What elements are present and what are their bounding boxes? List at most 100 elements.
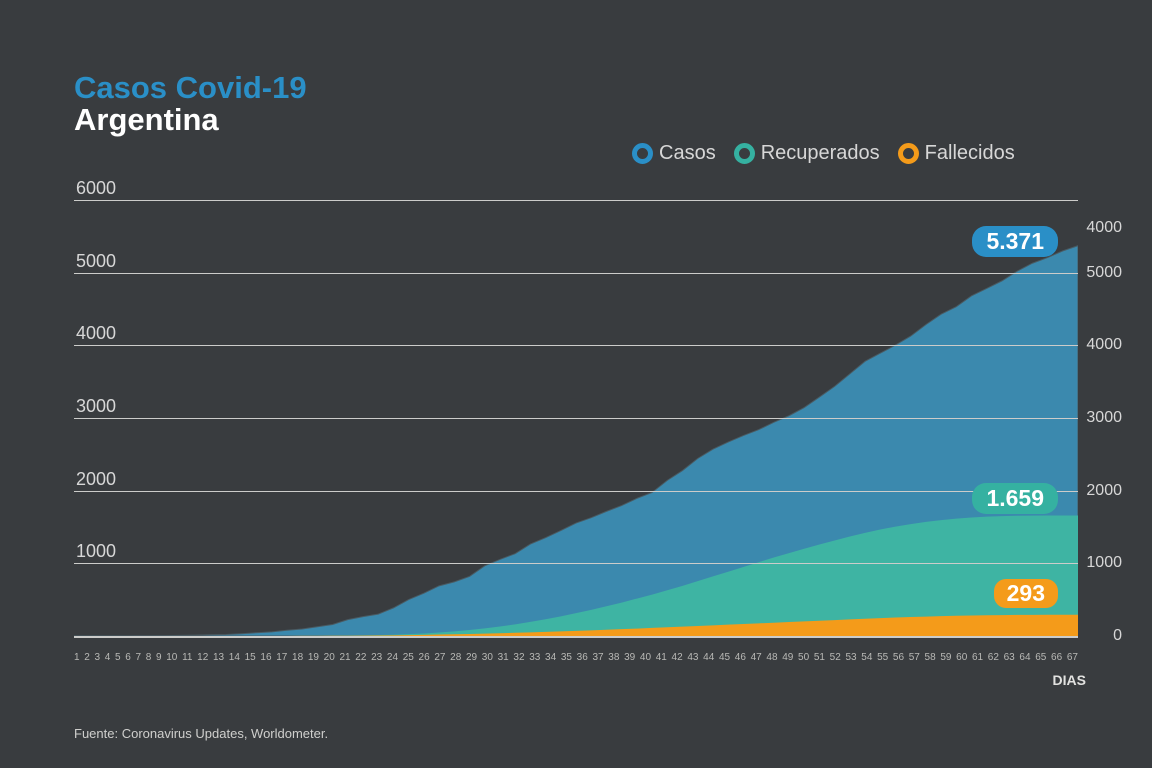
x-tick-label: 3	[95, 652, 101, 663]
x-tick-label: 64	[1019, 652, 1030, 663]
y-axis-left-label: 6000	[76, 178, 116, 199]
x-tick-label: 32	[513, 652, 524, 663]
x-tick-label: 65	[1035, 652, 1046, 663]
x-tick-label: 54	[861, 652, 872, 663]
x-tick-label: 60	[956, 652, 967, 663]
x-tick-label: 53	[845, 652, 856, 663]
x-tick-label: 62	[988, 652, 999, 663]
legend-ring-icon	[898, 143, 919, 164]
legend-ring-icon	[734, 143, 755, 164]
y-axis-right-label: 4000	[1086, 336, 1122, 354]
value-badge-casos: 5.371	[972, 226, 1058, 257]
x-tick-label: 39	[624, 652, 635, 663]
source-attribution: Fuente: Coronavirus Updates, Worldometer…	[74, 726, 328, 741]
x-tick-label: 49	[782, 652, 793, 663]
x-tick-label: 12	[197, 652, 208, 663]
baseline	[74, 636, 1078, 638]
x-tick-label: 7	[136, 652, 142, 663]
x-tick-label: 1	[74, 652, 80, 663]
x-tick-label: 6	[125, 652, 131, 663]
grid-line	[74, 491, 1078, 492]
y-axis-left-label: 2000	[76, 469, 116, 490]
x-tick-label: 51	[814, 652, 825, 663]
x-tick-label: 10	[166, 652, 177, 663]
x-tick-label: 47	[751, 652, 762, 663]
x-tick-label: 18	[292, 652, 303, 663]
x-tick-label: 14	[229, 652, 240, 663]
x-tick-label: 22	[355, 652, 366, 663]
x-tick-label: 63	[1004, 652, 1015, 663]
x-tick-label: 5	[115, 652, 121, 663]
y-axis-right-label: 5000	[1086, 264, 1122, 282]
grid-line	[74, 345, 1078, 346]
x-tick-label: 44	[703, 652, 714, 663]
x-tick-label: 9	[156, 652, 162, 663]
legend-ring-icon	[632, 143, 653, 164]
x-tick-label: 31	[498, 652, 509, 663]
y-axis-right-label: 3000	[1086, 409, 1122, 427]
x-tick-label: 24	[387, 652, 398, 663]
x-tick-label: 50	[798, 652, 809, 663]
x-axis-labels: 1234567891011121314151617181920212223242…	[74, 652, 1078, 663]
x-tick-label: 34	[545, 652, 556, 663]
legend-item: Recuperados	[734, 142, 880, 165]
x-tick-label: 30	[482, 652, 493, 663]
x-tick-label: 57	[909, 652, 920, 663]
x-tick-label: 36	[577, 652, 588, 663]
title-line-1: Casos Covid-19	[74, 70, 307, 106]
x-tick-label: 35	[561, 652, 572, 663]
x-tick-label: 23	[371, 652, 382, 663]
legend: Casos Recuperados Fallecidos	[632, 142, 1015, 165]
x-tick-label: 46	[735, 652, 746, 663]
legend-label: Fallecidos	[925, 142, 1015, 165]
legend-label: Casos	[659, 142, 716, 165]
chart-title: Casos Covid-19 Argentina	[74, 70, 307, 138]
x-tick-label: 27	[434, 652, 445, 663]
x-tick-label: 28	[450, 652, 461, 663]
legend-label: Recuperados	[761, 142, 880, 165]
x-tick-label: 16	[260, 652, 271, 663]
legend-item: Fallecidos	[898, 142, 1015, 165]
x-tick-label: 59	[940, 652, 951, 663]
grid-line	[74, 418, 1078, 419]
y-axis-right-label: 2000	[1086, 482, 1122, 500]
x-tick-label: 13	[213, 652, 224, 663]
y-axis-right-label: 0	[1113, 627, 1122, 645]
x-tick-label: 21	[339, 652, 350, 663]
x-tick-label: 11	[182, 652, 192, 663]
y-axis-left-label: 4000	[76, 323, 116, 344]
x-tick-label: 15	[245, 652, 256, 663]
y-axis-left-label: 5000	[76, 251, 116, 272]
y-axis-right-label: 1000	[1086, 554, 1122, 572]
x-tick-label: 52	[830, 652, 841, 663]
grid-line	[74, 200, 1078, 201]
x-axis-title: DIAS	[1053, 672, 1086, 688]
legend-item: Casos	[632, 142, 716, 165]
x-tick-label: 61	[972, 652, 983, 663]
x-tick-label: 2	[84, 652, 90, 663]
x-tick-label: 45	[719, 652, 730, 663]
x-tick-label: 8	[146, 652, 152, 663]
value-badge-recuperados: 1.659	[972, 483, 1058, 514]
x-tick-label: 17	[276, 652, 287, 663]
x-tick-label: 58	[925, 652, 936, 663]
x-tick-label: 26	[419, 652, 430, 663]
grid-line	[74, 273, 1078, 274]
y-axis-left-label: 3000	[76, 396, 116, 417]
x-tick-label: 37	[592, 652, 603, 663]
x-tick-label: 43	[687, 652, 698, 663]
x-tick-label: 41	[656, 652, 667, 663]
x-tick-label: 33	[529, 652, 540, 663]
value-badge-fallecidos: 293	[994, 579, 1058, 608]
area-chart: 1234567891011121314151617181920212223242…	[74, 200, 1078, 656]
x-tick-label: 48	[766, 652, 777, 663]
x-tick-label: 4	[105, 652, 111, 663]
x-tick-label: 38	[608, 652, 619, 663]
x-tick-label: 55	[877, 652, 888, 663]
x-tick-label: 66	[1051, 652, 1062, 663]
grid-line	[74, 563, 1078, 564]
y-axis-left-label: 1000	[76, 541, 116, 562]
title-line-2: Argentina	[74, 102, 307, 138]
x-tick-label: 19	[308, 652, 319, 663]
x-tick-label: 42	[672, 652, 683, 663]
